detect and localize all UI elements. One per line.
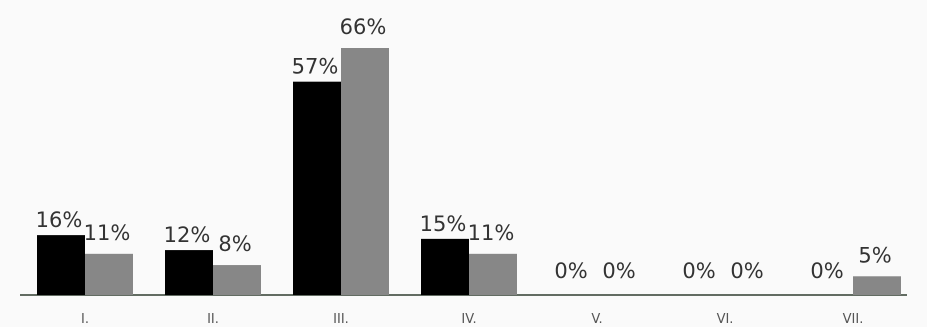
data-label-1-series-2: 11% — [84, 221, 131, 245]
bar-2-series-1 — [165, 250, 213, 295]
x-tick-label: II. — [207, 312, 219, 327]
data-label-2-series-1: 12% — [164, 223, 211, 247]
bar-3-series-2 — [341, 48, 389, 295]
x-tick-label: V. — [591, 312, 602, 327]
data-label-6-series-2: 0% — [730, 259, 763, 283]
x-tick-label: I. — [81, 312, 89, 327]
data-label-4-series-2: 11% — [468, 221, 515, 245]
data-label-7-series-1: 0% — [810, 259, 843, 283]
data-label-3-series-2: 66% — [340, 15, 387, 39]
data-label-3-series-1: 57% — [292, 55, 339, 79]
data-label-7-series-2: 5% — [858, 243, 891, 267]
data-label-5-series-2: 0% — [602, 259, 635, 283]
bar-1-series-2 — [85, 253, 133, 295]
bar-4-series-2 — [469, 253, 517, 295]
x-tick-label: III. — [333, 312, 349, 327]
bar-4-series-1 — [421, 238, 469, 295]
data-label-6-series-1: 0% — [682, 259, 715, 283]
bar-7-series-2 — [853, 276, 901, 295]
data-label-2-series-2: 8% — [218, 232, 251, 256]
x-tick-labels-group: I. II. III. IV. V. VI. VII. — [81, 312, 863, 327]
bars-group — [37, 48, 901, 295]
x-tick-label: VI. — [717, 312, 734, 327]
bar-1-series-1 — [37, 235, 85, 295]
data-label-4-series-1: 15% — [420, 212, 467, 236]
x-tick-label: VII. — [843, 312, 864, 327]
data-label-5-series-1: 0% — [554, 259, 587, 283]
data-labels-group: 16%11% 12% 8%57%66%15% 11%0% 0% 0% 0% 0%5% — [36, 15, 892, 283]
bar-3-series-1 — [293, 81, 341, 295]
bar-2-series-2 — [213, 265, 261, 295]
data-label-1-series-1: 16% — [36, 208, 83, 232]
x-tick-label: IV. — [461, 312, 476, 327]
